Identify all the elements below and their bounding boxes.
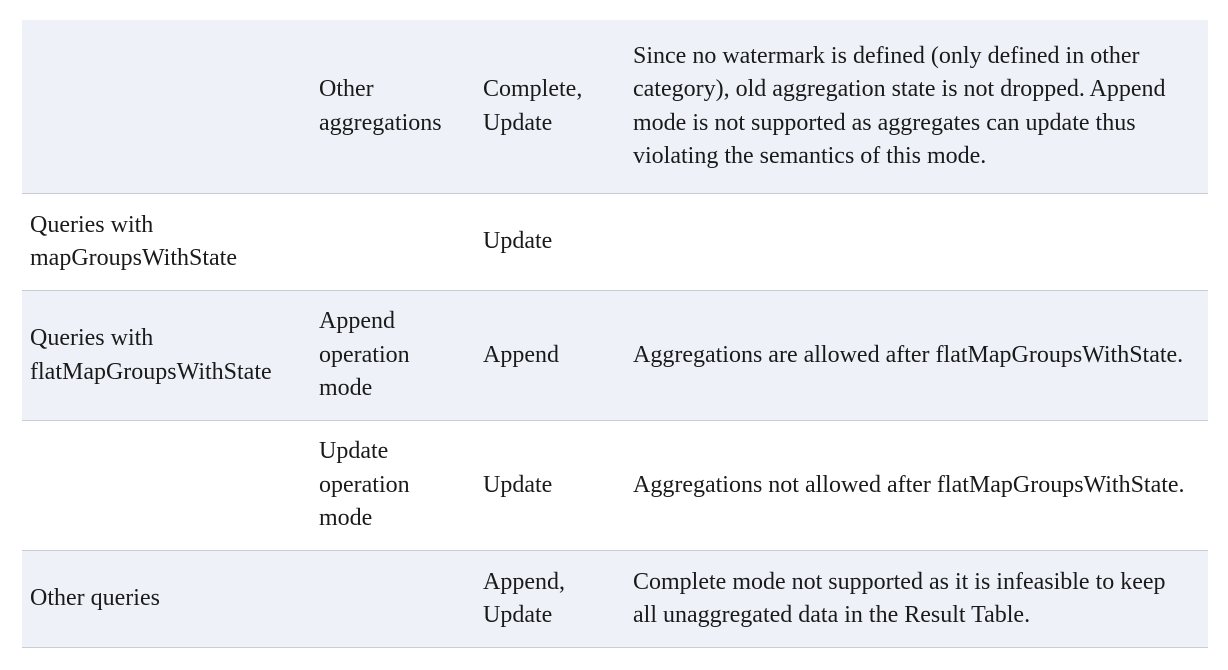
sub-type-cell: Update operation mode [311, 420, 475, 551]
table-row: Other queries Append, Update Complete mo… [22, 550, 1208, 648]
sub-type-cell [311, 550, 475, 648]
table-row: Update operation mode Update Aggregation… [22, 420, 1208, 551]
output-modes-cell: Update [475, 420, 625, 551]
notes-cell: Complete mode not supported as it is inf… [625, 550, 1208, 648]
output-modes-cell: Update [475, 193, 625, 291]
query-type-cell: Other queries [22, 550, 311, 648]
query-type-cell [22, 420, 311, 551]
notes-cell: Aggregations are allowed after flatMapGr… [625, 290, 1208, 421]
sub-type-cell: Other aggregations [311, 20, 475, 194]
output-modes-table-container: Other aggregations Complete, Update Sinc… [22, 20, 1208, 648]
notes-cell: Aggregations not allowed after flatMapGr… [625, 420, 1208, 551]
sub-type-cell [311, 193, 475, 291]
notes-cell [625, 193, 1208, 291]
notes-cell: Since no watermark is defined (only defi… [625, 20, 1208, 194]
query-type-cell: Queries with mapGroupsWithState [22, 193, 311, 291]
output-modes-cell: Complete, Update [475, 20, 625, 194]
output-modes-table: Other aggregations Complete, Update Sinc… [22, 20, 1208, 648]
query-type-cell: Queries with flatMapGroupsWithState [22, 290, 311, 421]
sub-type-cell: Append operation mode [311, 290, 475, 421]
query-type-cell [22, 20, 311, 194]
table-row: Queries with flatMapGroupsWithState Appe… [22, 290, 1208, 421]
output-modes-cell: Append, Update [475, 550, 625, 648]
output-modes-cell: Append [475, 290, 625, 421]
table-row: Queries with mapGroupsWithState Update [22, 193, 1208, 291]
table-row: Other aggregations Complete, Update Sinc… [22, 20, 1208, 194]
